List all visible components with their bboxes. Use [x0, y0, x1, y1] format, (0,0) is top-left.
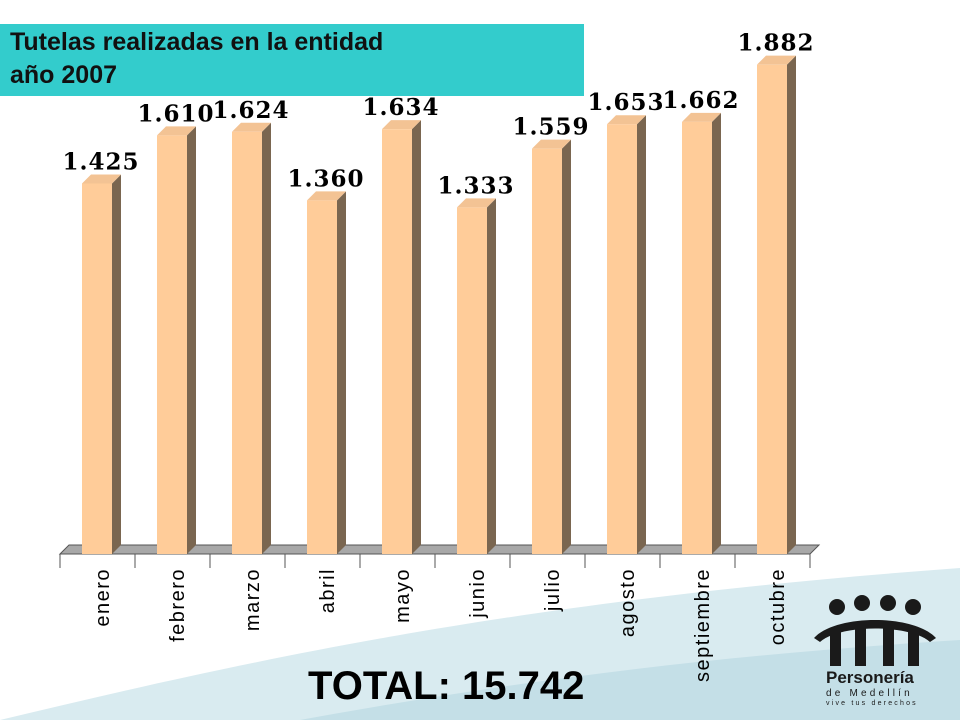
personeria-logo: Personería de Medellín vive tus derechos	[806, 592, 946, 716]
value-label-abril: 1.360	[287, 165, 364, 192]
category-label-agosto: agosto	[617, 568, 639, 637]
category-label-septiembre: septiembre	[692, 568, 714, 682]
chart-bars	[82, 55, 796, 555]
value-label-agosto: 1.653	[587, 89, 664, 116]
category-label-abril: abril	[317, 568, 339, 613]
bar-septiembre	[682, 112, 721, 554]
chart-title-line-2: año 2007	[10, 61, 118, 89]
category-label-febrero: febrero	[167, 568, 189, 642]
chart-dividers	[59, 554, 811, 568]
logo-tagline: vive tus derechos	[826, 700, 918, 707]
people-emblem-icon	[814, 595, 936, 666]
value-label-junio: 1.333	[437, 172, 514, 199]
bar-abril	[307, 191, 346, 554]
chart-title-box: Tutelas realizadas en la entidad año 200…	[0, 24, 584, 96]
chart-category-labels: enero febrero marzo abril mayo junio julio agos…	[92, 568, 789, 682]
category-label-marzo: marzo	[242, 568, 264, 631]
bar-julio	[532, 139, 571, 554]
value-label-febrero: 1.610	[137, 100, 214, 127]
category-label-enero: enero	[92, 568, 114, 627]
value-label-julio: 1.559	[512, 114, 589, 141]
bar-mayo	[382, 120, 421, 554]
value-label-marzo: 1.624	[212, 97, 289, 124]
bar-febrero	[157, 126, 196, 555]
chart-title-line-1: Tutelas realizadas en la entidad	[10, 28, 384, 56]
logo-name: Personería	[826, 668, 914, 687]
bar-octubre	[757, 55, 796, 555]
bar-enero	[82, 174, 121, 554]
value-label-octubre: 1.882	[737, 30, 814, 57]
value-label-septiembre: 1.662	[662, 87, 739, 114]
value-label-enero: 1.425	[62, 149, 139, 176]
logo-subname: de Medellín	[826, 688, 913, 699]
bar-marzo	[232, 122, 271, 554]
category-label-junio: junio	[467, 568, 489, 619]
category-label-octubre: octubre	[767, 568, 789, 645]
category-label-julio: julio	[542, 568, 564, 612]
total-label: TOTAL: 15.742	[308, 664, 585, 708]
category-label-mayo: mayo	[392, 568, 414, 623]
value-label-mayo: 1.634	[362, 94, 439, 121]
bar-junio	[457, 198, 496, 555]
bar-agosto	[607, 115, 646, 554]
